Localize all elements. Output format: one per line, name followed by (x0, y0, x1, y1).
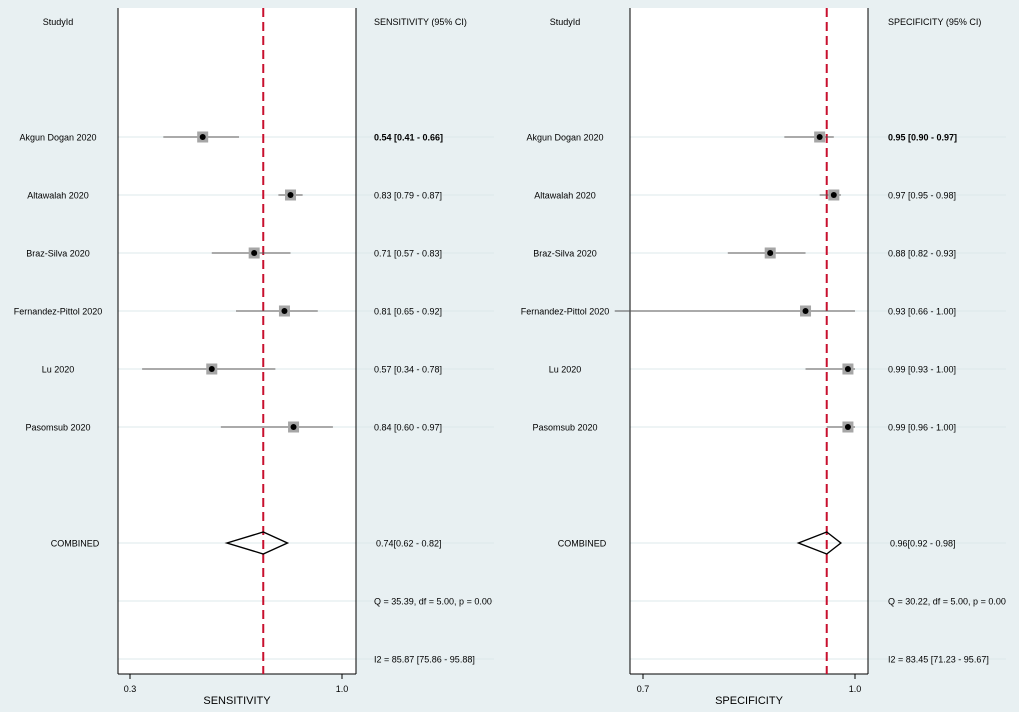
specificity-study-name: Lu 2020 (549, 365, 582, 375)
specificity-ci-label: 0.99 [0.93 - 1.00] (888, 365, 956, 375)
sensitivity-combined-diamond (224, 531, 290, 555)
sensitivity-x-tick-label: 0.3 (124, 684, 137, 694)
specificity-ci-label: 0.97 [0.95 - 0.98] (888, 191, 956, 201)
sensitivity-ci-label: 0.54 [0.41 - 0.66] (374, 133, 443, 143)
sensitivity-point-estimate (287, 192, 294, 198)
specificity-point-estimate (802, 308, 809, 314)
specificity-study-name: Akgun Dogan 2020 (526, 133, 603, 143)
sensitivity-point-estimate (281, 308, 288, 314)
sensitivity-study-name: Akgun Dogan 2020 (19, 133, 96, 143)
sensitivity-combined-label: COMBINED (51, 539, 100, 549)
specificity-point-estimate (816, 134, 823, 140)
specificity-point-estimate (830, 192, 837, 198)
sensitivity-study-name: Lu 2020 (42, 365, 75, 375)
sensitivity-q-statistic: Q = 35.39, df = 5.00, p = 0.00 (374, 597, 492, 607)
sensitivity-i2-statistic: I2 = 85.87 [75.86 - 95.88] (374, 655, 475, 665)
specificity-study-name: Fernandez-Pittol 2020 (521, 307, 610, 317)
specificity-point-estimate (844, 424, 851, 430)
specificity-q-statistic: Q = 30.22, df = 5.00, p = 0.00 (888, 597, 1006, 607)
specificity-ci-label: 0.93 [0.66 - 1.00] (888, 307, 956, 317)
specificity-x-tick-label: 1.0 (849, 684, 862, 694)
sensitivity-point-estimate (251, 250, 258, 256)
sensitivity-point-estimate (199, 134, 206, 140)
sensitivity-study-name: Pasomsub 2020 (25, 423, 90, 433)
sensitivity-ci-label: 0.57 [0.34 - 0.78] (374, 365, 442, 375)
specificity-i2-statistic: I2 = 83.45 [71.23 - 95.67] (888, 655, 989, 665)
sensitivity-ci-label: 0.83 [0.79 - 0.87] (374, 191, 442, 201)
sensitivity-x-axis-title: SENSITIVITY (203, 695, 271, 707)
sensitivity-combined-ci-label: 0.74[0.62 - 0.82] (376, 539, 442, 549)
sensitivity-ci-label: 0.81 [0.65 - 0.92] (374, 307, 442, 317)
specificity-combined-diamond (796, 531, 843, 555)
sensitivity-x-tick-label: 1.0 (336, 684, 349, 694)
specificity-x-tick-label: 0.7 (637, 684, 650, 694)
specificity-study-name: Braz-Silva 2020 (533, 249, 597, 259)
sensitivity-study-name: Braz-Silva 2020 (26, 249, 90, 259)
sensitivity-studyid-header: StudyId (43, 17, 74, 27)
specificity-point-estimate (844, 366, 851, 372)
specificity-ci-header: SPECIFICITY (95% CI) (888, 17, 981, 27)
sensitivity-plot-area (118, 8, 356, 674)
specificity-x-axis-title: SPECIFICITY (715, 695, 784, 707)
sensitivity-study-name: Altawalah 2020 (27, 191, 89, 201)
specificity-plot-area (630, 8, 868, 674)
sensitivity-study-name: Fernandez-Pittol 2020 (14, 307, 103, 317)
specificity-ci-label: 0.88 [0.82 - 0.93] (888, 249, 956, 259)
sensitivity-ci-label: 0.84 [0.60 - 0.97] (374, 423, 442, 433)
sensitivity-ci-header: SENSITIVITY (95% CI) (374, 17, 467, 27)
sensitivity-ci-label: 0.71 [0.57 - 0.83] (374, 249, 442, 259)
specificity-study-name: Pasomsub 2020 (532, 423, 597, 433)
specificity-ci-label: 0.99 [0.96 - 1.00] (888, 423, 956, 433)
specificity-combined-label: COMBINED (558, 539, 607, 549)
specificity-ci-label: 0.95 [0.90 - 0.97] (888, 133, 957, 143)
sensitivity-point-estimate (208, 366, 215, 372)
specificity-studyid-header: StudyId (550, 17, 581, 27)
specificity-combined-ci-label: 0.96[0.92 - 0.98] (890, 539, 956, 549)
sensitivity-point-estimate (290, 424, 297, 430)
specificity-study-name: Altawalah 2020 (534, 191, 596, 201)
specificity-point-estimate (767, 250, 774, 256)
